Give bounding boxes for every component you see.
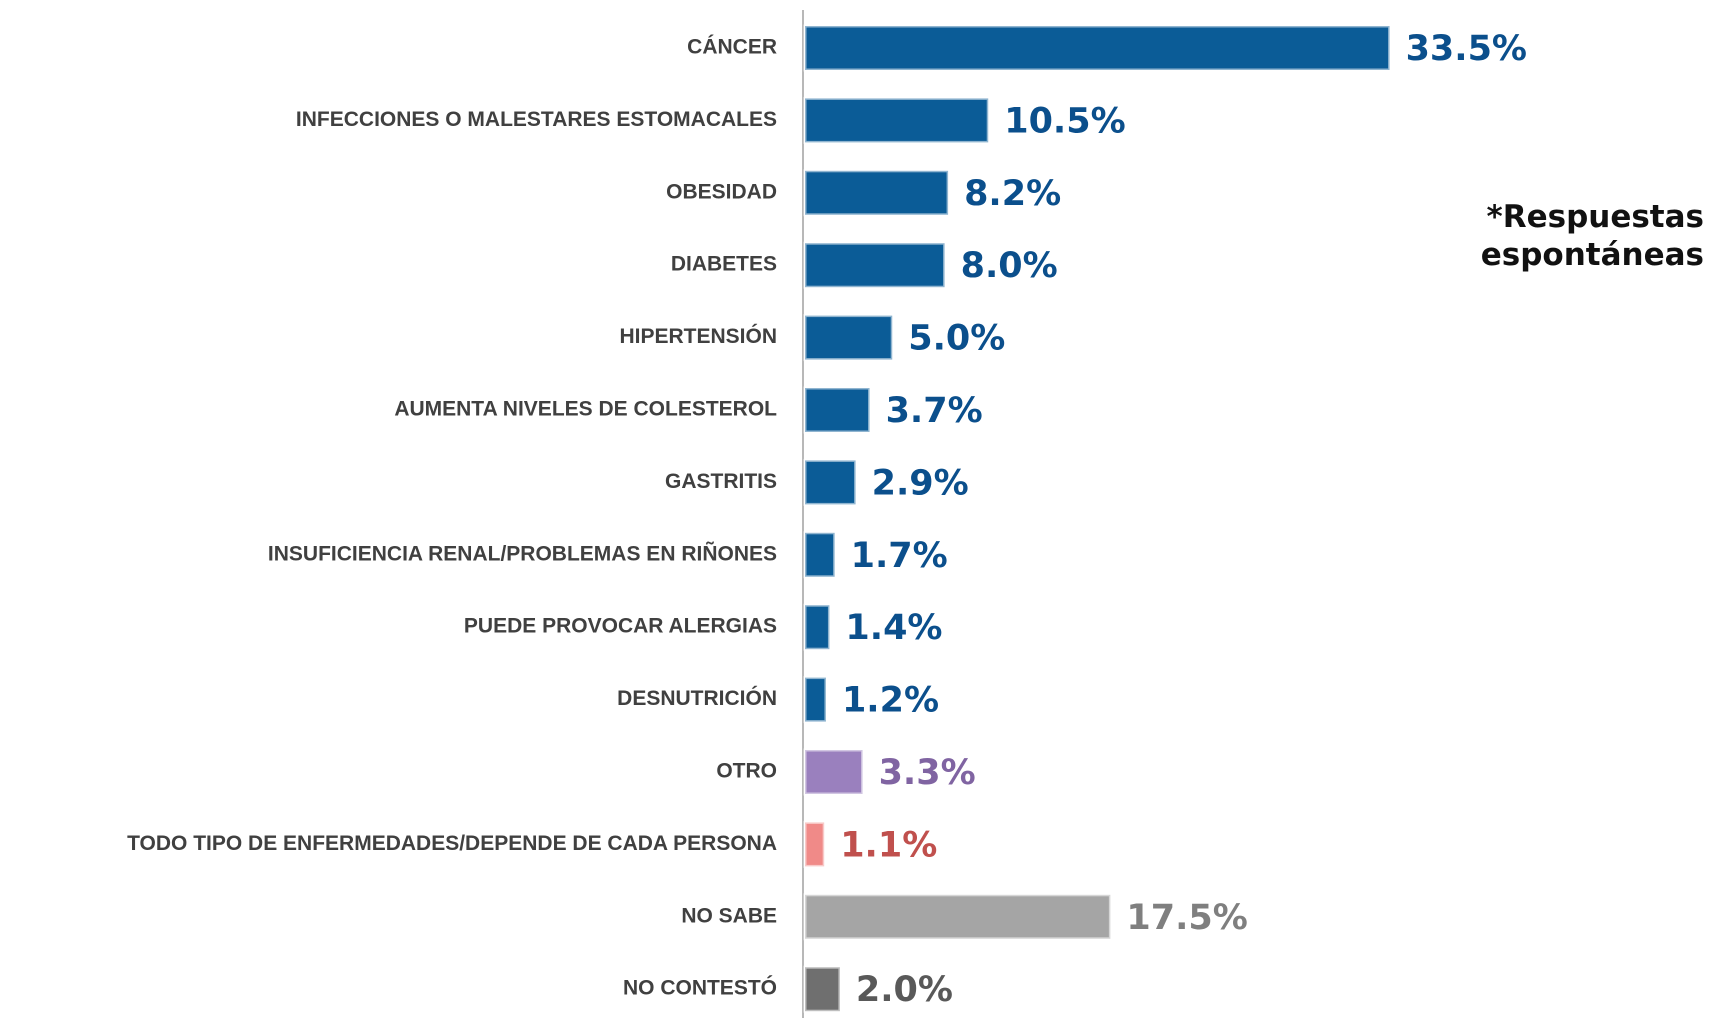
bar bbox=[803, 386, 872, 434]
category-label: DESNUTRICIÓN bbox=[617, 686, 777, 710]
value-label: 1.4% bbox=[845, 608, 942, 648]
category-label: DIABETES bbox=[671, 253, 777, 276]
value-label: 2.0% bbox=[856, 970, 953, 1010]
annotation: *Respuestas espontáneas bbox=[1480, 199, 1704, 273]
bar bbox=[803, 24, 1392, 72]
bar bbox=[803, 965, 842, 1013]
value-label: 10.5% bbox=[1004, 101, 1125, 141]
category-label: INFECCIONES O MALESTARES ESTOMACALES bbox=[296, 108, 777, 131]
category-label: PUEDE PROVOCAR ALERGIAS bbox=[464, 615, 777, 638]
bar bbox=[803, 169, 950, 217]
value-label: 8.0% bbox=[961, 246, 1058, 286]
value-label: 1.1% bbox=[840, 825, 937, 865]
value-label: 17.5% bbox=[1126, 898, 1247, 938]
bar bbox=[803, 531, 837, 579]
value-label: 3.7% bbox=[886, 391, 983, 431]
bar bbox=[803, 241, 947, 289]
category-label: HIPERTENSIÓN bbox=[619, 324, 777, 348]
bar bbox=[803, 676, 828, 724]
category-label: OTRO bbox=[716, 760, 777, 783]
bar bbox=[803, 820, 826, 868]
value-label: 3.3% bbox=[879, 753, 976, 793]
bar bbox=[803, 603, 831, 651]
category-label: GASTRITIS bbox=[665, 470, 777, 493]
category-label: OBESIDAD bbox=[666, 180, 777, 203]
category-label: AUMENTA NIVELES DE COLESTEROL bbox=[394, 398, 777, 421]
category-label: TODO TIPO DE ENFERMEDADES/DEPENDE DE CAD… bbox=[127, 832, 777, 855]
value-label: 2.9% bbox=[872, 463, 969, 503]
value-label: 33.5% bbox=[1406, 29, 1527, 69]
bar bbox=[803, 748, 865, 796]
value-label: 1.7% bbox=[851, 536, 948, 576]
category-label: NO CONTESTÓ bbox=[623, 976, 777, 1000]
value-label: 8.2% bbox=[964, 174, 1061, 214]
bar bbox=[803, 96, 990, 144]
bar bbox=[803, 314, 894, 362]
bar bbox=[803, 893, 1112, 941]
value-label: 1.2% bbox=[842, 681, 939, 721]
value-label: 5.0% bbox=[908, 319, 1005, 359]
category-label: CÁNCER bbox=[687, 36, 777, 59]
category-label: INSUFICIENCIA RENAL/PROBLEMAS EN RIÑONES bbox=[268, 542, 777, 565]
bar bbox=[803, 458, 858, 506]
category-label: NO SABE bbox=[681, 904, 777, 927]
